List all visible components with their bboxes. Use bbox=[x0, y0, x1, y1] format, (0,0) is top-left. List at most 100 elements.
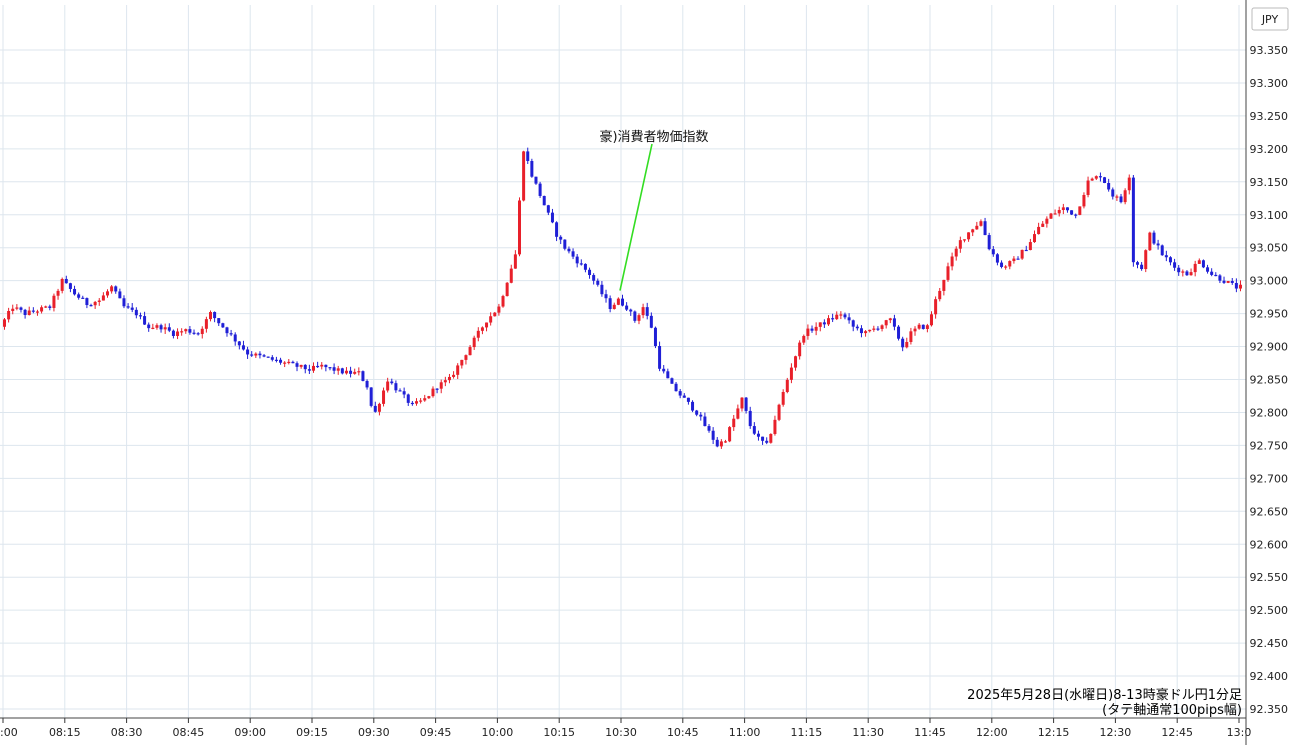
candle-body bbox=[1070, 210, 1074, 215]
candle-body bbox=[44, 306, 48, 308]
candle-body bbox=[1177, 267, 1181, 273]
candle-body bbox=[884, 320, 888, 326]
candle-body bbox=[262, 355, 266, 357]
candle-body bbox=[398, 390, 402, 392]
candle-body bbox=[979, 221, 983, 226]
candle-body bbox=[958, 240, 962, 249]
candle-body bbox=[114, 286, 118, 292]
annotation-line bbox=[619, 143, 653, 291]
candle-body bbox=[406, 394, 410, 403]
chart-caption-sub: (タテ軸通常100pips幅) bbox=[1102, 703, 1242, 718]
y-tick-label: 92.500 bbox=[1250, 604, 1289, 617]
candle-body bbox=[1218, 275, 1222, 281]
candle-body bbox=[827, 318, 830, 325]
candle-body bbox=[728, 427, 732, 442]
x-tick-label: 11:30 bbox=[852, 726, 884, 739]
candle-body bbox=[1008, 261, 1012, 267]
grid-layer bbox=[0, 5, 1246, 718]
candle-body bbox=[1000, 262, 1004, 267]
candle-body bbox=[897, 326, 901, 339]
candle-body bbox=[101, 295, 105, 301]
candle-body bbox=[196, 333, 200, 335]
candle-body bbox=[56, 290, 60, 296]
candle-body bbox=[213, 312, 217, 319]
candle-body bbox=[621, 298, 624, 306]
candle-body bbox=[89, 305, 93, 307]
candle-body bbox=[423, 398, 427, 401]
candle-body bbox=[1131, 177, 1135, 263]
candle-body bbox=[159, 325, 163, 330]
y-tick-label: 93.300 bbox=[1250, 77, 1289, 90]
candle-body bbox=[419, 400, 423, 402]
candle-body bbox=[151, 327, 155, 329]
candle-body bbox=[427, 396, 431, 399]
candle-body bbox=[905, 341, 909, 348]
candle-body bbox=[126, 306, 130, 308]
candle-body bbox=[612, 304, 616, 309]
candle-body bbox=[756, 433, 760, 437]
candle-body bbox=[831, 318, 835, 320]
candle-body bbox=[847, 317, 851, 321]
candle-body bbox=[971, 229, 975, 233]
candle-body bbox=[1033, 234, 1036, 243]
candle-body bbox=[901, 338, 905, 348]
candle-body bbox=[921, 324, 925, 329]
y-tick-label: 93.050 bbox=[1250, 242, 1289, 255]
candle-body bbox=[715, 439, 719, 447]
candle-body bbox=[1086, 180, 1090, 195]
y-tick-label: 92.550 bbox=[1250, 571, 1289, 584]
candle-body bbox=[328, 367, 332, 369]
candle-body bbox=[1024, 249, 1028, 252]
candle-body bbox=[85, 298, 89, 306]
x-tick-label: 10:00 bbox=[482, 726, 514, 739]
candle-body bbox=[122, 298, 126, 307]
candle-body bbox=[336, 368, 340, 371]
candle-body bbox=[851, 320, 855, 327]
candle-body bbox=[674, 383, 678, 392]
x-tick-label: 08:45 bbox=[173, 726, 205, 739]
candle-body bbox=[913, 328, 917, 332]
candle-body bbox=[19, 307, 23, 310]
candle-body bbox=[1061, 207, 1065, 211]
candle-body bbox=[880, 325, 884, 329]
candle-body bbox=[349, 370, 353, 374]
candle-body bbox=[447, 376, 451, 381]
candle-body bbox=[134, 309, 138, 316]
candle-body bbox=[340, 368, 344, 374]
candle-body bbox=[538, 183, 542, 196]
candle-body bbox=[1148, 232, 1152, 251]
candle-body bbox=[118, 291, 122, 299]
candle-body bbox=[390, 381, 394, 384]
x-tick-label: 09:30 bbox=[358, 726, 390, 739]
candle-body bbox=[320, 364, 324, 367]
candle-body bbox=[241, 345, 245, 350]
candle-body bbox=[192, 332, 196, 334]
candle-body bbox=[769, 433, 773, 443]
candle-body bbox=[658, 346, 662, 369]
y-tick-label: 93.250 bbox=[1250, 110, 1289, 123]
candle-body bbox=[1206, 267, 1210, 272]
candle-body bbox=[357, 371, 361, 373]
x-tick-label: 09:00 bbox=[234, 726, 266, 739]
candle-body bbox=[864, 331, 868, 334]
candle-body bbox=[1037, 226, 1041, 235]
candle-body bbox=[1082, 194, 1086, 207]
candle-body bbox=[686, 397, 690, 402]
candle-body bbox=[270, 357, 274, 360]
candle-body bbox=[1098, 176, 1102, 178]
candle-body bbox=[48, 306, 52, 308]
candle-body bbox=[431, 388, 435, 397]
candle-body bbox=[1210, 271, 1214, 275]
candle-body bbox=[991, 249, 995, 255]
candle-body bbox=[983, 221, 987, 236]
candle-body bbox=[513, 254, 517, 269]
candle-body bbox=[987, 235, 991, 250]
candle-body bbox=[1020, 249, 1024, 259]
candle-body bbox=[386, 381, 390, 391]
candle-body bbox=[559, 236, 563, 240]
candle-body bbox=[719, 441, 723, 447]
candle-body bbox=[740, 397, 744, 409]
candle-body bbox=[662, 368, 666, 372]
candle-body bbox=[287, 361, 291, 364]
candle-body bbox=[1090, 178, 1094, 181]
